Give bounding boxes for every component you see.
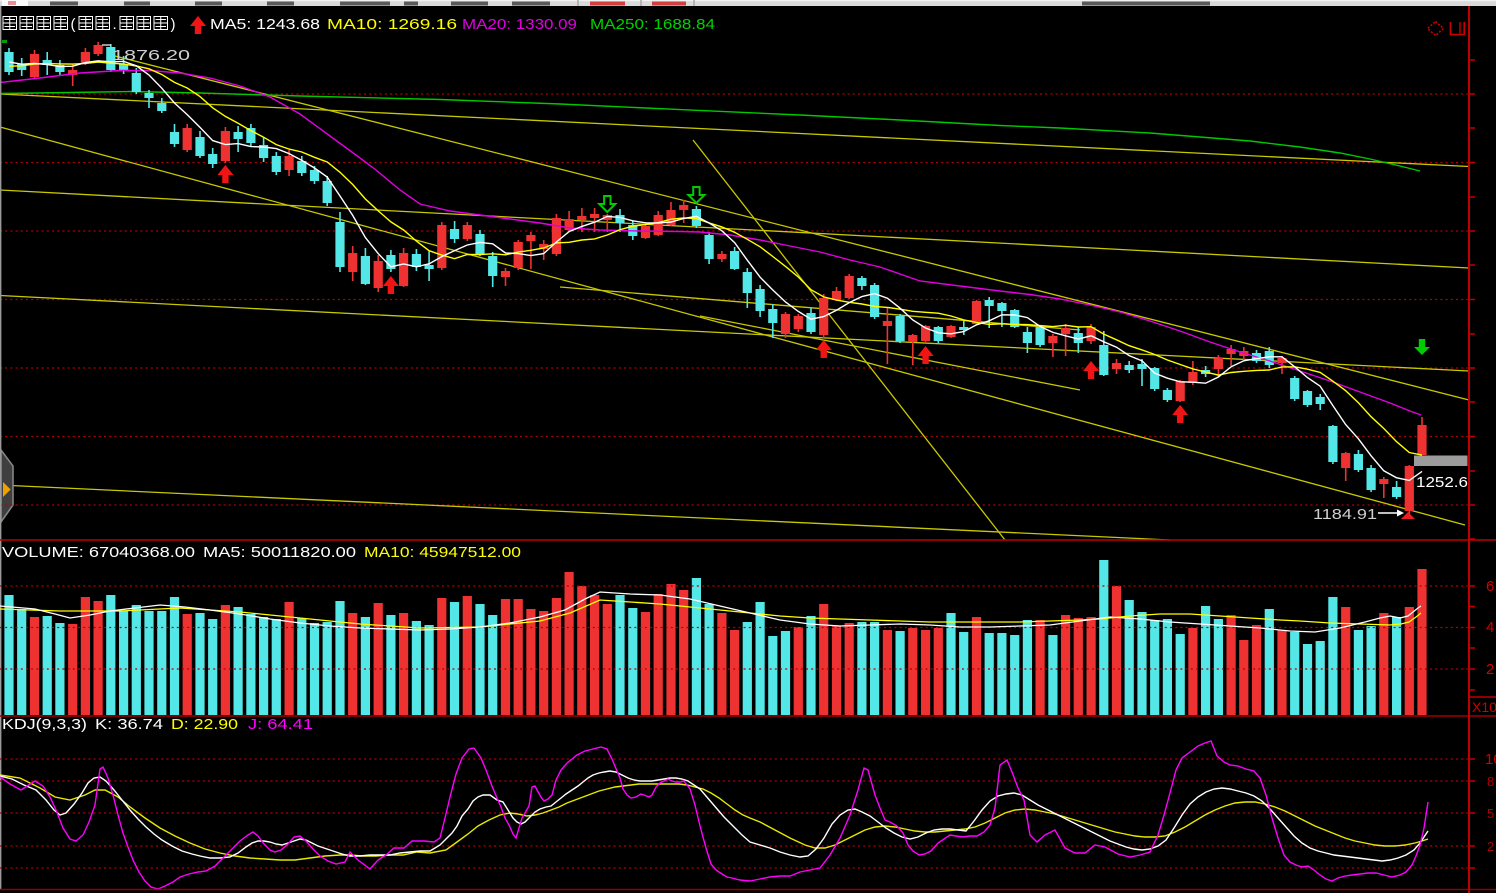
svg-text:1252.6: 1252.6: [1416, 474, 1468, 491]
svg-text:2: 2: [1487, 839, 1494, 854]
svg-text:.: .: [113, 16, 117, 33]
svg-text:X10: X10: [1472, 699, 1496, 715]
svg-text:KDJ(9,3,3): KDJ(9,3,3): [2, 716, 87, 733]
svg-text:2: 2: [1486, 661, 1494, 678]
svg-text:6: 6: [1486, 578, 1494, 595]
svg-text:5: 5: [1487, 806, 1494, 821]
svg-text:MA5: 1243.68: MA5: 1243.68: [210, 16, 320, 33]
svg-text:): ): [171, 16, 176, 33]
svg-text:1184.91: 1184.91: [1313, 506, 1377, 523]
svg-text:VOLUME: 67040368.00: VOLUME: 67040368.00: [2, 544, 195, 561]
svg-text:MA20: 1330.09: MA20: 1330.09: [462, 16, 577, 33]
svg-text:MA10: 45947512.00: MA10: 45947512.00: [364, 544, 521, 561]
svg-text:10: 10: [1485, 751, 1496, 768]
svg-text:D: 22.90: D: 22.90: [171, 716, 238, 733]
svg-text:MA5: 50011820.00: MA5: 50011820.00: [203, 544, 356, 561]
svg-text:MA250: 1688.84: MA250: 1688.84: [590, 16, 715, 33]
svg-text:8: 8: [1487, 774, 1494, 789]
svg-text:MA10: 1269.16: MA10: 1269.16: [327, 16, 457, 33]
svg-text:K: 36.74: K: 36.74: [95, 716, 163, 733]
svg-text:J: 64.41: J: 64.41: [248, 716, 313, 733]
svg-text:1876.20: 1876.20: [112, 47, 190, 64]
svg-text:(: (: [71, 16, 76, 33]
svg-text:4: 4: [1486, 619, 1494, 636]
